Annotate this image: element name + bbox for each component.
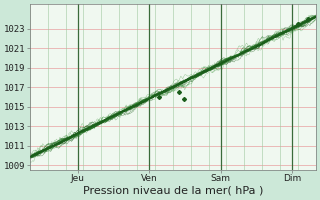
X-axis label: Pression niveau de la mer( hPa ): Pression niveau de la mer( hPa ) [83, 186, 263, 196]
